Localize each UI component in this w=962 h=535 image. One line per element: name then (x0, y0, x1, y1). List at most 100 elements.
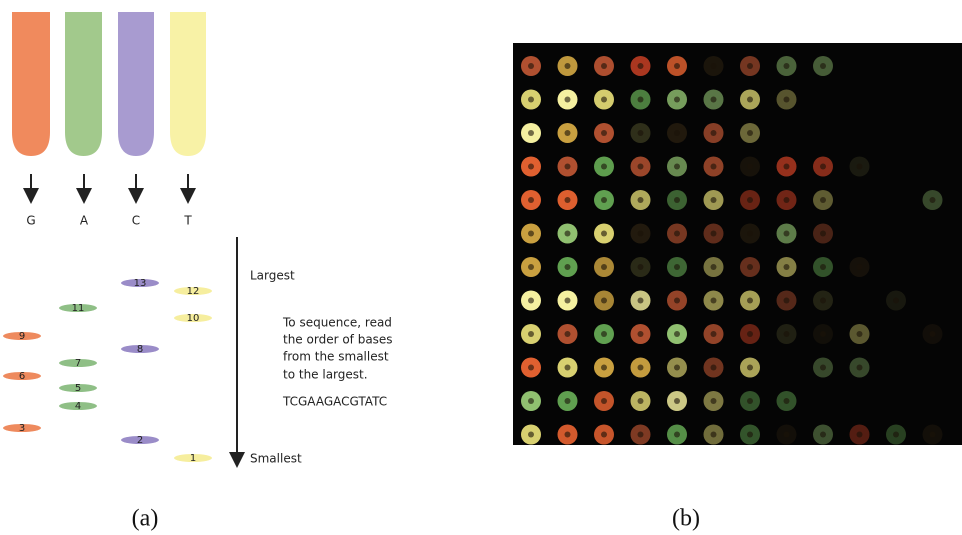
spot-center (711, 197, 717, 203)
spot-center (711, 432, 717, 438)
spot-center (601, 398, 607, 404)
spot-center (601, 130, 607, 136)
spot-center (711, 398, 717, 404)
smallest-label: Smallest (250, 452, 302, 466)
lane-label: C (132, 214, 140, 228)
spot-center (601, 231, 607, 237)
spot-center (601, 264, 607, 270)
microarray-background (513, 43, 962, 445)
spot-center (857, 164, 863, 170)
spot-center (565, 164, 571, 170)
spot-center (638, 97, 644, 103)
spot-center (674, 231, 680, 237)
spot-center (784, 197, 790, 203)
spot-center (528, 264, 534, 270)
band-label: 4 (75, 401, 81, 412)
spot-center (784, 164, 790, 170)
spot-center (528, 432, 534, 438)
band-label: 6 (19, 371, 25, 382)
band-label: 9 (19, 331, 25, 342)
spot-center (565, 130, 571, 136)
spot-center (601, 63, 607, 69)
spot-center (565, 264, 571, 270)
spot-center (711, 331, 717, 337)
spot-center (638, 164, 644, 170)
spot-center (747, 398, 753, 404)
spot-center (601, 164, 607, 170)
spot-center (528, 63, 534, 69)
spot-center (893, 432, 899, 438)
spot-center (638, 298, 644, 304)
spot-center (711, 298, 717, 304)
spot-center (565, 231, 571, 237)
band-label: 2 (137, 435, 143, 446)
spot-center (857, 432, 863, 438)
spot-center (674, 264, 680, 270)
band-label: 13 (134, 278, 147, 289)
spot-center (747, 197, 753, 203)
spot-center (747, 432, 753, 438)
tube-a (65, 12, 102, 156)
spot-center (711, 130, 717, 136)
spot-center (638, 197, 644, 203)
band-label: 12 (187, 286, 200, 297)
spot-center (674, 298, 680, 304)
largest-label: Largest (250, 269, 295, 283)
spot-center (528, 398, 534, 404)
spot-center (601, 331, 607, 337)
spot-center (747, 231, 753, 237)
spot-center (820, 264, 826, 270)
spot-center (528, 130, 534, 136)
spot-center (784, 97, 790, 103)
band-label: 7 (75, 358, 81, 369)
spot-center (747, 164, 753, 170)
spot-center (638, 63, 644, 69)
spot-center (565, 197, 571, 203)
spot-center (638, 130, 644, 136)
spot-center (820, 197, 826, 203)
spot-center (638, 331, 644, 337)
tubes (12, 12, 206, 156)
spot-center (565, 365, 571, 371)
spot-center (711, 264, 717, 270)
spot-center (747, 264, 753, 270)
spot-center (893, 298, 899, 304)
spot-center (638, 264, 644, 270)
spot-center (638, 231, 644, 237)
spot-center (857, 331, 863, 337)
instruction-line: from the smallest (283, 350, 389, 364)
spot-center (820, 164, 826, 170)
spot-center (674, 398, 680, 404)
lane-arrows (31, 174, 188, 196)
spot-center (674, 164, 680, 170)
spot-center (820, 298, 826, 304)
spot-center (747, 63, 753, 69)
spot-center (784, 331, 790, 337)
spot-center (820, 63, 826, 69)
spot-center (674, 130, 680, 136)
spot-center (784, 398, 790, 404)
spot-center (565, 298, 571, 304)
band-label: 1 (190, 453, 196, 464)
spot-center (711, 97, 717, 103)
spot-center (930, 197, 936, 203)
spot-center (601, 197, 607, 203)
spot-center (528, 298, 534, 304)
instruction-line: the order of bases (283, 333, 393, 347)
spot-center (930, 432, 936, 438)
figure: G A C T 13121110987654321 Largest Smalle… (0, 0, 962, 535)
spot-center (820, 231, 826, 237)
spot-center (528, 365, 534, 371)
spot-center (930, 331, 936, 337)
sequence: TCGAAGACGTATC (282, 395, 387, 409)
caption: (b) (672, 506, 700, 532)
spot-center (747, 298, 753, 304)
lane-label: G (26, 214, 35, 228)
band-label: 11 (72, 303, 85, 314)
instruction-line: to the largest. (283, 368, 368, 382)
spot-center (638, 398, 644, 404)
band-label: 5 (75, 383, 81, 394)
spot-center (674, 63, 680, 69)
spot-center (747, 130, 753, 136)
